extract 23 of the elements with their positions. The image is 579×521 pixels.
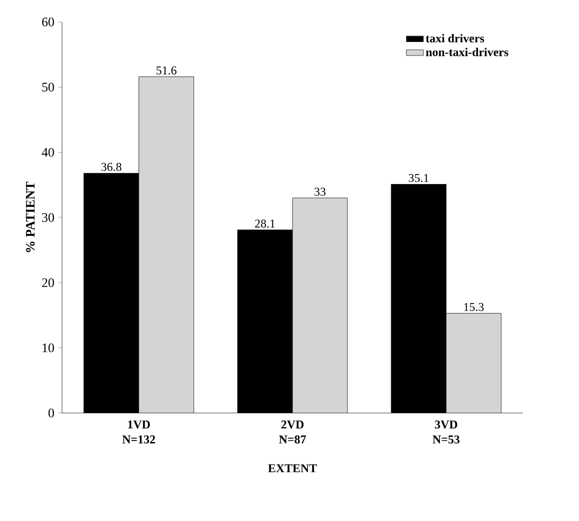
data-label: 35.1 (408, 174, 428, 182)
y-tick-label: 60 (42, 18, 54, 26)
legend-label: taxi drivers (426, 34, 484, 42)
bar (138, 76, 194, 413)
data-label: 33 (314, 188, 326, 196)
data-label: 51.6 (156, 66, 176, 75)
y-tick-label: 30 (42, 213, 54, 222)
y-tick-label: 50 (42, 82, 54, 92)
legend-label: non-taxi-drivers (426, 48, 508, 56)
bar (446, 313, 502, 413)
data-label: 15.3 (464, 303, 484, 312)
x-tick-label: 2VD N=87 (279, 420, 306, 444)
y-tick-label: 20 (42, 278, 54, 288)
data-label: 28.1 (255, 220, 275, 228)
y-tick-label: 40 (42, 148, 54, 157)
x-tick-label: 1VD N=132 (122, 420, 156, 444)
bar (292, 198, 348, 413)
y-tick-label: 0 (48, 408, 54, 418)
data-label: 36.8 (101, 162, 122, 171)
x-tick-label: 3VD N=53 (432, 420, 460, 444)
y-axis-title: % PATIENT (26, 182, 35, 252)
y-tick-label: 10 (42, 343, 54, 352)
x-axis-title: EXTENT (268, 464, 317, 472)
